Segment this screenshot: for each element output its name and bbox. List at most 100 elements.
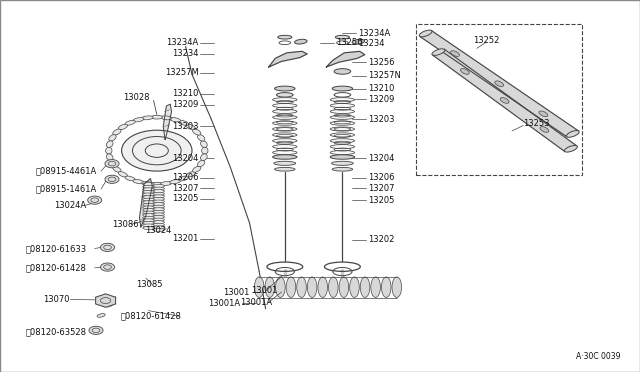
Ellipse shape [275,86,295,91]
Ellipse shape [330,133,355,137]
Ellipse shape [255,277,264,298]
Ellipse shape [330,115,355,119]
Ellipse shape [198,135,205,141]
Ellipse shape [153,192,164,195]
Text: 13209: 13209 [172,100,198,109]
Ellipse shape [273,115,297,119]
Text: 13201: 13201 [172,234,198,243]
Ellipse shape [151,182,163,186]
Text: 13001: 13001 [252,286,278,295]
Ellipse shape [193,166,201,172]
Ellipse shape [97,314,105,317]
Text: 13070: 13070 [44,295,70,304]
Ellipse shape [328,277,338,298]
Text: 13203: 13203 [368,115,394,124]
Ellipse shape [274,161,296,165]
Text: 13024: 13024 [145,226,172,235]
Ellipse shape [106,141,113,147]
Ellipse shape [143,183,154,186]
Ellipse shape [153,213,164,216]
Ellipse shape [294,39,307,44]
Ellipse shape [297,277,307,298]
Ellipse shape [381,277,391,298]
Ellipse shape [273,139,297,143]
Text: 13256: 13256 [368,58,394,67]
Ellipse shape [392,277,402,298]
Ellipse shape [133,179,144,184]
Ellipse shape [141,116,153,120]
Ellipse shape [193,129,201,135]
Ellipse shape [161,182,172,185]
Ellipse shape [153,205,164,208]
Ellipse shape [330,139,355,143]
Text: 13204: 13204 [172,154,198,163]
Ellipse shape [332,86,353,91]
Ellipse shape [118,124,127,130]
Text: 13257N: 13257N [368,71,401,80]
Ellipse shape [118,171,127,177]
Ellipse shape [539,111,548,117]
Ellipse shape [153,215,164,218]
Ellipse shape [153,221,164,224]
Ellipse shape [330,127,355,131]
Circle shape [88,196,102,204]
Ellipse shape [273,127,297,131]
Text: 13257M: 13257M [164,68,198,77]
Ellipse shape [339,277,349,298]
Text: ⒲08120-61428: ⒲08120-61428 [120,312,181,321]
Text: 13253: 13253 [524,119,550,128]
Polygon shape [420,31,579,137]
Ellipse shape [143,193,154,196]
Ellipse shape [273,103,297,108]
Ellipse shape [109,160,116,167]
Ellipse shape [276,93,293,97]
Ellipse shape [109,135,116,141]
Ellipse shape [153,226,164,229]
Ellipse shape [143,219,154,222]
Ellipse shape [141,182,153,185]
Text: 13207: 13207 [368,184,394,193]
Ellipse shape [143,203,154,206]
Bar [416,24,582,175]
Ellipse shape [143,221,154,224]
Ellipse shape [330,155,355,159]
Circle shape [105,160,119,168]
Ellipse shape [125,121,135,125]
Ellipse shape [153,223,164,226]
Ellipse shape [143,198,154,201]
Ellipse shape [200,141,207,147]
Ellipse shape [352,39,365,44]
Text: 13028: 13028 [123,93,150,102]
Circle shape [100,299,114,307]
Ellipse shape [286,277,296,298]
Polygon shape [140,179,152,227]
Text: 13256: 13256 [336,38,362,47]
Polygon shape [326,51,365,67]
Ellipse shape [371,277,380,298]
Ellipse shape [161,116,172,120]
Ellipse shape [332,161,353,165]
Ellipse shape [273,145,297,149]
Text: ⒲08120-61428: ⒲08120-61428 [26,263,86,272]
Text: 13085: 13085 [136,280,163,289]
Ellipse shape [113,129,121,135]
Ellipse shape [451,51,460,57]
Circle shape [100,243,115,251]
Ellipse shape [273,109,297,113]
Ellipse shape [143,211,154,214]
Text: 13234A: 13234A [358,29,390,38]
Ellipse shape [564,145,577,152]
Ellipse shape [153,187,164,190]
Ellipse shape [500,97,509,103]
Ellipse shape [143,196,154,199]
Ellipse shape [318,277,328,298]
Ellipse shape [273,155,297,159]
Text: 13206: 13206 [172,173,198,182]
Ellipse shape [179,176,189,181]
Ellipse shape [330,145,355,149]
Circle shape [122,130,192,171]
Text: 13204: 13204 [368,154,394,163]
Ellipse shape [143,206,154,209]
Ellipse shape [273,151,297,155]
Polygon shape [95,294,116,307]
